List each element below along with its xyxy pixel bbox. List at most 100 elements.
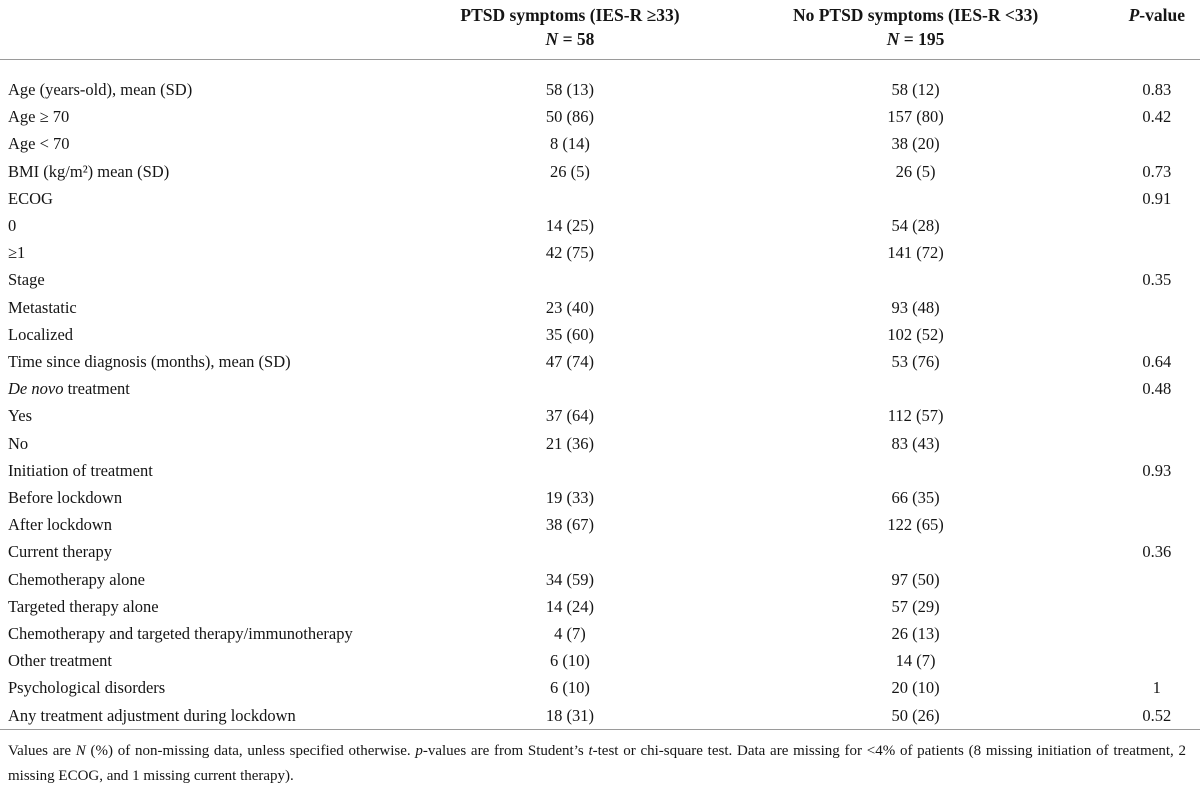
row-label: 0 (8, 216, 17, 236)
no-ptsd-value-cell: 53 (76) (891, 352, 940, 372)
row-label: Initiation of treatment (8, 460, 153, 480)
table-row: Age < 70 8 (14) 38 (20) (0, 130, 1200, 157)
no-ptsd-value-cell: 38 (20) (891, 134, 940, 154)
ptsd-value-cell: 47 (74) (545, 352, 595, 372)
row-label: Current therapy (8, 542, 113, 562)
p-value-cell (1114, 402, 1200, 429)
table-row: ECOG 0.91 (0, 185, 1200, 212)
ptsd-value-cell: 6 (10) (550, 678, 590, 698)
table-row: Yes 37 (64) 112 (57) (0, 402, 1200, 429)
row-label: Metastatic (8, 297, 77, 317)
table-row: Other treatment 6 (10) 14 (7) (0, 647, 1200, 674)
no-ptsd-value-cell: 20 (10) (891, 678, 940, 698)
no-ptsd-value-cell (718, 266, 1114, 293)
ptsd-value-cell: 6 (10) (550, 651, 590, 671)
p-value-header: P-value (1113, 0, 1200, 60)
p-value-cell (1114, 430, 1200, 457)
table-row: After lockdown 38 (67) 122 (65) (0, 511, 1200, 538)
ptsd-value-cell: 21 (36) (545, 433, 595, 453)
p-value-cell (1114, 239, 1200, 266)
row-label: BMI (kg/m²) mean (SD) (8, 161, 170, 181)
table-row: Current therapy 0.36 (0, 538, 1200, 565)
row-label: Age < 70 (8, 134, 70, 154)
ptsd-value-cell: 50 (86) (545, 107, 595, 127)
p-value-cell: 1 (1152, 678, 1161, 698)
row-label: Targeted therapy alone (8, 596, 159, 616)
no-ptsd-group-header: No PTSD symptoms (IES-R <33) N = 195 (717, 0, 1114, 60)
ptsd-value-cell: 18 (31) (422, 701, 718, 730)
no-ptsd-value-cell: 83 (43) (891, 433, 940, 453)
ptsd-value-cell: 19 (33) (545, 488, 595, 508)
ptsd-value-cell: 58 (13) (545, 80, 595, 99)
ptsd-group-header: PTSD symptoms (IES-R ≥33) N = 58 (422, 0, 718, 60)
p-value-cell (1114, 484, 1200, 511)
p-value-cell: 0.73 (1142, 161, 1172, 181)
empty-header-cell (0, 0, 423, 60)
no-ptsd-value-cell: 157 (80) (887, 107, 944, 127)
ptsd-value-cell: 37 (64) (545, 406, 595, 426)
table-row: Before lockdown 19 (33) 66 (35) (0, 484, 1200, 511)
no-ptsd-value-cell (718, 375, 1114, 402)
no-ptsd-value-cell: 50 (26) (717, 701, 1114, 730)
ptsd-value-cell (422, 266, 717, 293)
p-value-cell (1114, 212, 1200, 239)
table-row: Chemotherapy alone 34 (59) 97 (50) (0, 566, 1200, 593)
ptsd-group-title: PTSD symptoms (IES-R ≥33) (460, 5, 680, 25)
row-label: After lockdown (8, 515, 113, 535)
no-ptsd-value-cell: 112 (57) (887, 406, 944, 426)
row-label: Any treatment adjustment during lockdown (0, 701, 423, 730)
no-ptsd-value-cell (718, 457, 1114, 484)
row-label: Chemotherapy and targeted therapy/immuno… (8, 624, 353, 644)
row-label: Before lockdown (8, 488, 123, 508)
row-label: ≥1 (8, 243, 26, 263)
ptsd-value-cell: 38 (67) (545, 515, 595, 535)
no-ptsd-value-cell: 54 (28) (891, 216, 940, 236)
ptsd-value-cell: 4 (7) (554, 624, 586, 644)
ptsd-value-cell: 42 (75) (545, 243, 595, 263)
p-value-cell (1114, 647, 1200, 674)
no-ptsd-value-cell: 66 (35) (891, 488, 940, 508)
table-row: Age (years-old), mean (SD) 58 (13) 58 (12)… (0, 60, 1200, 104)
table-row: Chemotherapy and targeted therapy/immuno… (0, 620, 1200, 647)
ptsd-value-cell: 23 (40) (545, 297, 595, 317)
table-row: 0 14 (25) 54 (28) (0, 212, 1200, 239)
ptsd-value-cell: 14 (24) (545, 596, 595, 616)
table-row: De novo treatment 0.48 (0, 375, 1200, 402)
p-value-cell: 0.64 (1142, 352, 1172, 372)
ptsd-value-cell (422, 185, 717, 212)
no-ptsd-group-title: No PTSD symptoms (IES-R <33) (792, 5, 1039, 25)
no-ptsd-value-cell: 57 (29) (891, 596, 940, 616)
ptsd-value-cell: 8 (14) (550, 134, 590, 154)
p-value-cell: 0.93 (1142, 460, 1172, 480)
row-label: Chemotherapy alone (8, 569, 145, 589)
no-ptsd-value-cell (718, 538, 1114, 565)
ptsd-value-cell: 14 (25) (545, 216, 595, 236)
table-row: Metastatic 23 (40) 93 (48) (0, 294, 1200, 321)
ptsd-value-cell: 35 (60) (545, 324, 595, 344)
ptsd-value-cell: 34 (59) (545, 569, 595, 589)
p-value-cell (1114, 294, 1200, 321)
no-ptsd-value-cell: 102 (52) (887, 324, 944, 344)
p-value-cell (1114, 511, 1200, 538)
p-value-cell: 0.36 (1142, 542, 1172, 562)
row-label: Age (years-old), mean (SD) (8, 80, 193, 99)
no-ptsd-value-cell (718, 185, 1114, 212)
p-value-cell: 0.35 (1142, 270, 1172, 290)
row-label: Yes (8, 406, 33, 426)
p-value-cell (1114, 620, 1200, 647)
no-ptsd-value-cell: 26 (13) (891, 624, 940, 644)
no-ptsd-value-cell: 141 (72) (887, 243, 944, 263)
table-row: Psychological disorders 6 (10) 20 (10) 1 (0, 674, 1200, 701)
ptsd-value-cell (422, 375, 717, 402)
table-body: Age (years-old), mean (SD) 58 (13) 58 (12)… (0, 60, 1200, 730)
row-label: Age ≥ 70 (8, 107, 70, 127)
row-label: Other treatment (8, 651, 112, 671)
p-value-cell: 0.42 (1142, 107, 1172, 127)
header-row: PTSD symptoms (IES-R ≥33) N = 58 No PTSD… (0, 0, 1200, 60)
no-ptsd-value-cell: 14 (7) (895, 651, 936, 671)
table-row: Localized 35 (60) 102 (52) (0, 321, 1200, 348)
ptsd-value-cell (422, 457, 717, 484)
no-ptsd-value-cell: 58 (12) (891, 80, 940, 99)
ptsd-group-n: N = 58 (545, 29, 595, 49)
no-ptsd-group-n: N = 195 (886, 29, 945, 49)
